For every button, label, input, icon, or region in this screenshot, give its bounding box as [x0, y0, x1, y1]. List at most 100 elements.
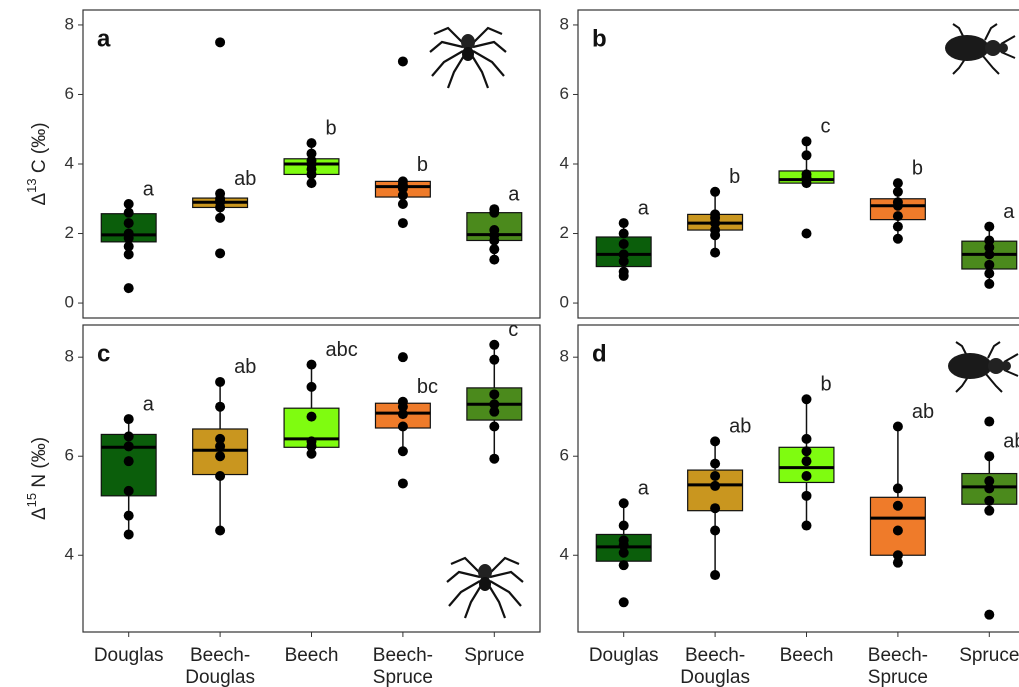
data-point: [215, 451, 226, 462]
data-point: [710, 503, 721, 514]
data-point: [984, 259, 995, 270]
data-point: [123, 431, 134, 442]
x-tick-label: Douglas: [589, 645, 659, 666]
x-tick-label: Beech: [780, 645, 834, 666]
data-point: [710, 570, 721, 581]
data-point: [618, 256, 629, 267]
y-label-symbol: Δ: [29, 193, 50, 206]
data-point: [489, 244, 500, 255]
data-point: [123, 283, 134, 294]
y-tick-label: 4: [65, 545, 74, 564]
data-point: [215, 37, 226, 48]
data-point: [984, 475, 995, 486]
y-tick-label: 6: [65, 84, 74, 103]
data-point: [215, 188, 226, 199]
data-point: [892, 186, 903, 197]
data-point: [710, 480, 721, 491]
data-point: [618, 498, 629, 509]
data-point: [123, 198, 134, 209]
panel-label: a: [97, 25, 111, 52]
data-point: [892, 211, 903, 222]
data-point: [710, 186, 721, 197]
data-point: [710, 436, 721, 447]
y-label-unit: C (‰): [29, 122, 50, 178]
data-point: [123, 249, 134, 260]
panel-label: c: [97, 340, 110, 367]
data-point: [618, 597, 629, 608]
data-point: [397, 190, 408, 201]
data-point: [123, 510, 134, 521]
data-point: [892, 197, 903, 208]
data-point: [306, 436, 317, 447]
data-point: [489, 204, 500, 215]
data-point: [892, 550, 903, 561]
significance-letter: a: [508, 183, 520, 205]
y-label-isotope: 13: [24, 178, 39, 192]
data-point: [489, 225, 500, 236]
x-tick-label: Beech: [285, 645, 339, 666]
significance-letter: ab: [912, 401, 934, 423]
significance-letter: b: [912, 157, 923, 179]
data-point: [215, 433, 226, 444]
data-point: [892, 500, 903, 511]
significance-letter: ab: [234, 356, 256, 378]
data-point: [618, 218, 629, 229]
data-point: [306, 155, 317, 166]
data-point: [123, 228, 134, 239]
data-point: [397, 56, 408, 67]
data-point: [984, 609, 995, 620]
significance-letter: bc: [417, 376, 438, 398]
panel-label: b: [592, 25, 607, 52]
data-point: [215, 441, 226, 452]
data-point: [215, 471, 226, 482]
data-point: [618, 249, 629, 260]
data-point: [306, 381, 317, 392]
data-point: [801, 520, 812, 531]
y-tick-label: 8: [65, 14, 74, 33]
y-label-unit: N (‰): [29, 437, 50, 493]
significance-letter: ab: [234, 168, 256, 190]
data-point: [306, 148, 317, 159]
significance-letter: b: [729, 166, 740, 188]
data-point: [801, 228, 812, 239]
data-point: [801, 394, 812, 405]
data-point: [618, 520, 629, 531]
data-point: [489, 339, 500, 350]
data-point: [123, 207, 134, 218]
data-point: [710, 471, 721, 482]
y-tick-label: 2: [65, 223, 74, 242]
y-tick-label: 8: [560, 14, 569, 33]
significance-letter: c: [508, 319, 518, 341]
y-label-isotope: 15: [24, 493, 39, 507]
data-point: [801, 471, 812, 482]
data-point: [710, 458, 721, 469]
panel: a a ab b b a: [82, 9, 541, 319]
data-point: [123, 529, 134, 540]
data-point: [306, 138, 317, 149]
data-point: [489, 421, 500, 432]
data-point: [892, 557, 903, 568]
data-point: [489, 453, 500, 464]
significance-letter: abc: [326, 339, 358, 361]
data-point: [801, 136, 812, 147]
data-point: [801, 446, 812, 457]
data-point: [215, 525, 226, 536]
data-point: [984, 278, 995, 289]
y-tick-label: 4: [65, 153, 74, 172]
data-point: [984, 242, 995, 253]
data-point: [984, 221, 995, 232]
data-point: [801, 150, 812, 161]
data-point: [397, 396, 408, 407]
data-point: [306, 178, 317, 189]
data-point: [397, 478, 408, 489]
data-point: [892, 178, 903, 189]
y-tick-label: 8: [560, 347, 569, 366]
data-point: [489, 354, 500, 365]
data-point: [123, 241, 134, 252]
data-point: [123, 218, 134, 229]
significance-letter: a: [143, 393, 155, 415]
data-point: [892, 483, 903, 494]
data-point: [892, 221, 903, 232]
data-point: [489, 399, 500, 410]
